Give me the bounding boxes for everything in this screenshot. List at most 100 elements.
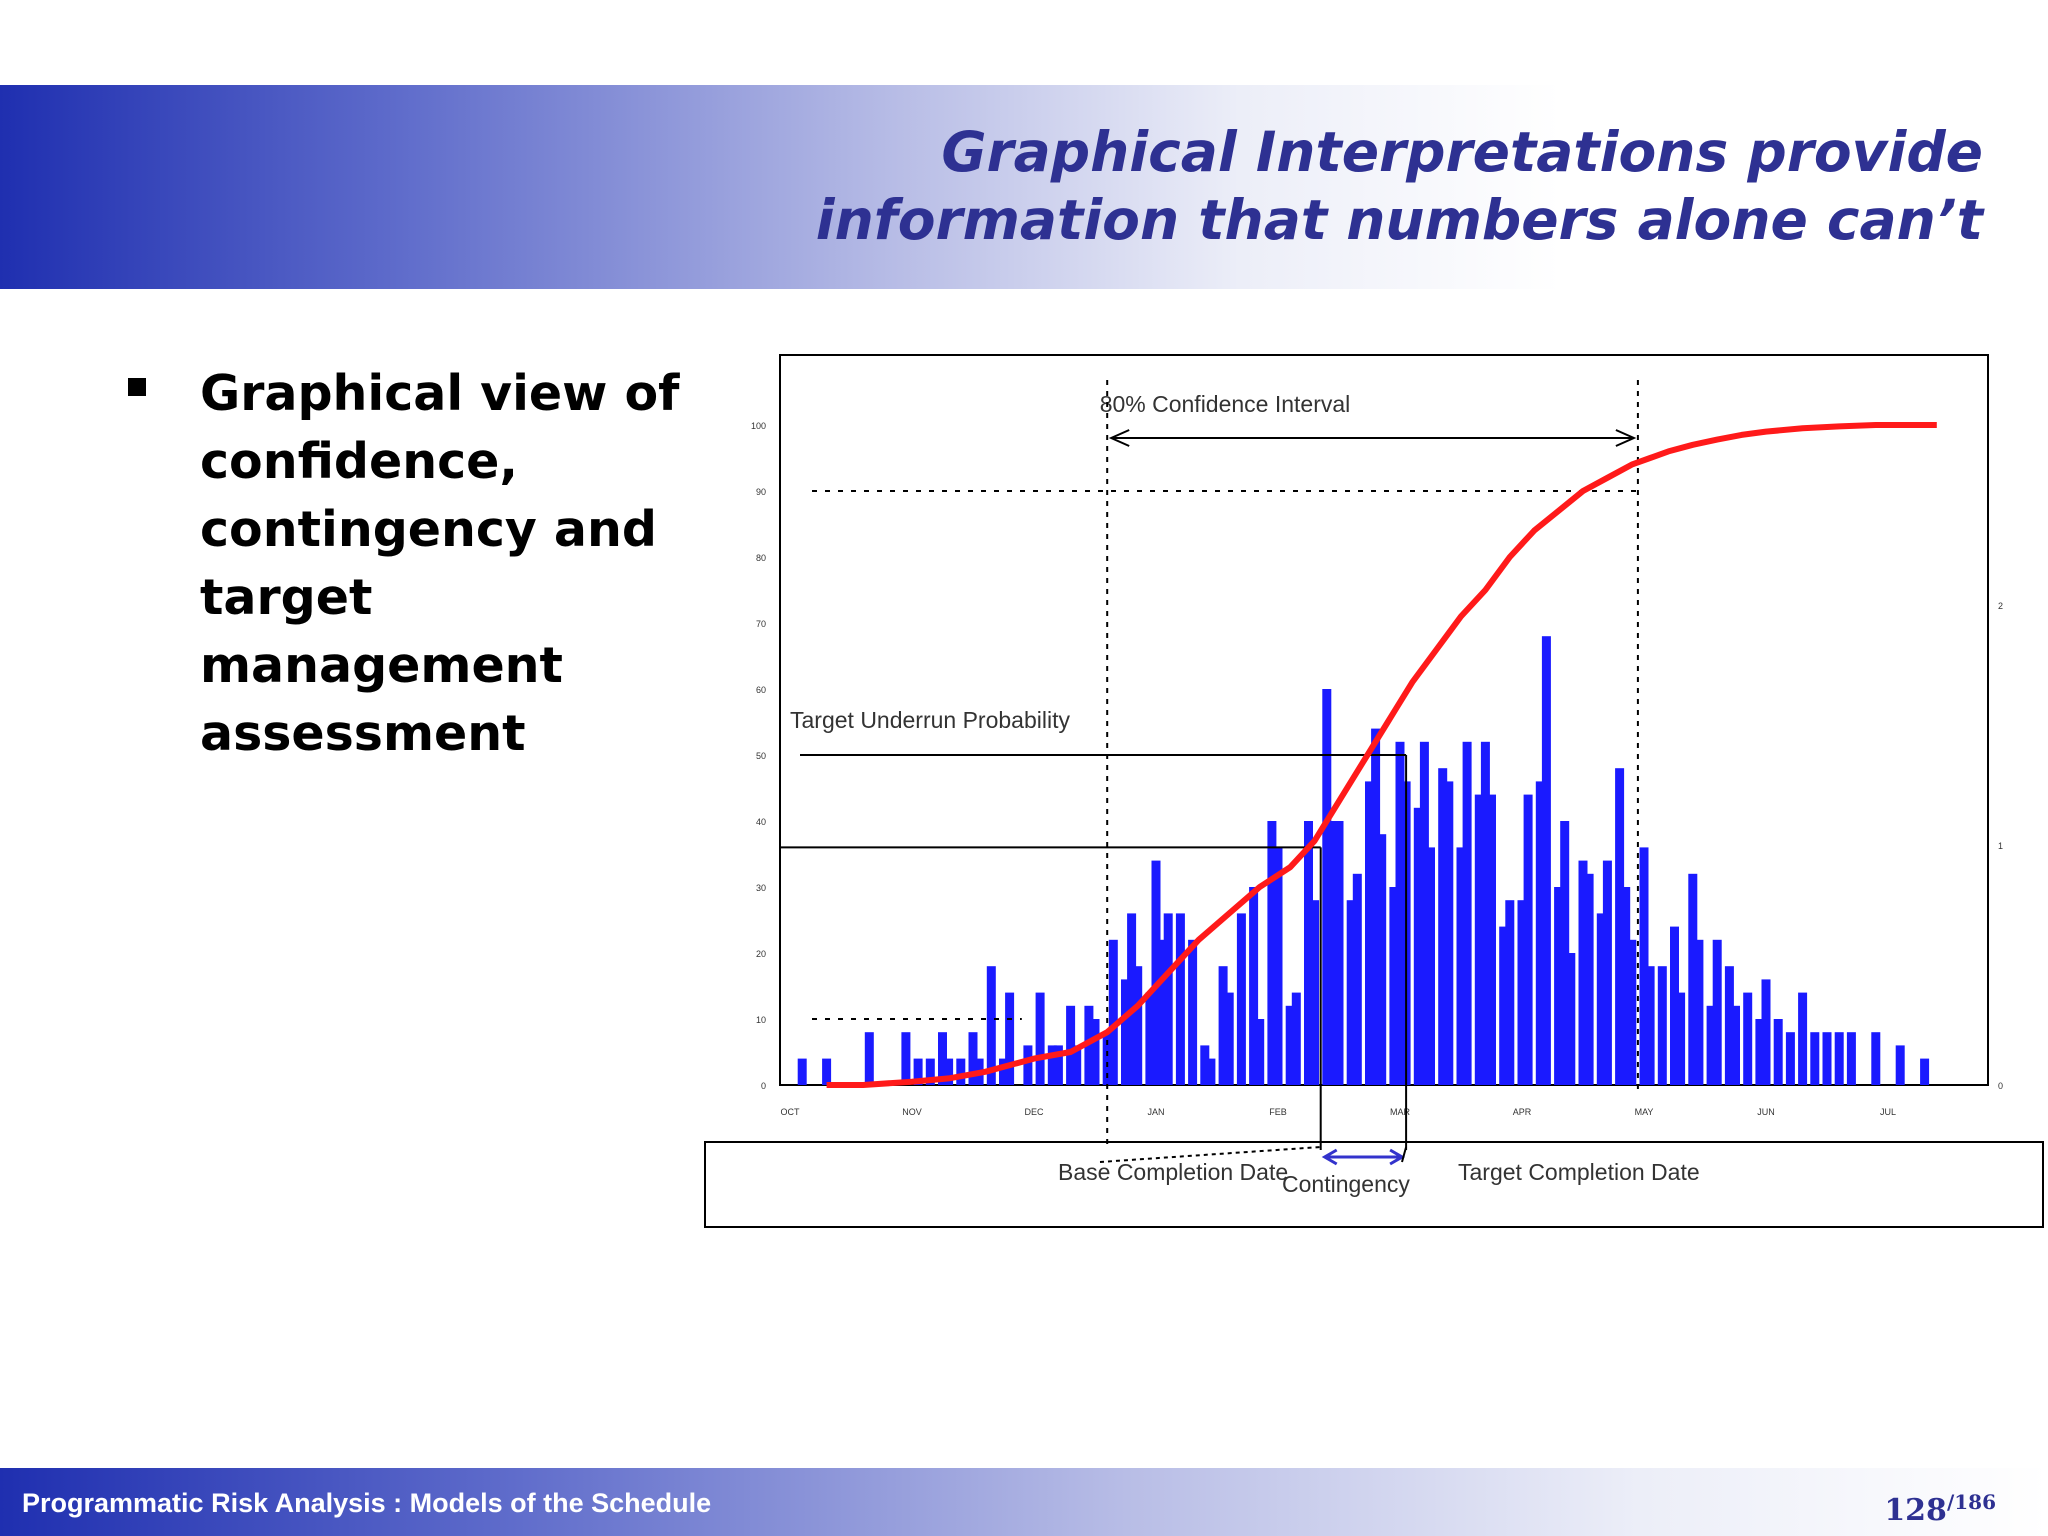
- right-tick-label: 1: [1998, 841, 2003, 851]
- histogram-bar: [864, 1032, 874, 1085]
- histogram-bar: [1352, 873, 1362, 1085]
- histogram-bar: [1218, 966, 1228, 1085]
- contingency-arrow-right-icon: [1389, 1148, 1406, 1166]
- base-leader-line: [1099, 1146, 1321, 1163]
- y-tick-label: 60: [756, 685, 766, 695]
- slide-title: Graphical Interpretations provide inform…: [683, 118, 1983, 254]
- histogram-bar: [1127, 913, 1137, 1085]
- footer-title: Programmatic Risk Analysis : Models of t…: [22, 1488, 712, 1518]
- histogram-bar: [1304, 821, 1313, 1085]
- histogram-bar: [1596, 913, 1606, 1085]
- histogram-bar: [1236, 913, 1246, 1085]
- histogram-bar: [1438, 768, 1448, 1085]
- title-band: [0, 85, 2000, 289]
- histogram-bar: [1846, 1032, 1856, 1085]
- histogram-bar: [1554, 887, 1564, 1085]
- x-tick-label: OCT: [781, 1107, 801, 1117]
- histogram-bar: [1798, 992, 1808, 1085]
- histogram-bar: [1517, 900, 1527, 1085]
- histogram-bar: [1322, 689, 1332, 1085]
- y-tick-label: 50: [756, 751, 766, 761]
- histogram-bar: [944, 1058, 954, 1085]
- histogram-bar: [1291, 992, 1301, 1085]
- histogram-bar: [986, 966, 996, 1085]
- histogram-bar: [1053, 1045, 1063, 1085]
- x-tick-label: FEB: [1269, 1107, 1287, 1117]
- histogram-bar: [1377, 834, 1387, 1085]
- histogram-bar: [968, 1032, 978, 1085]
- y-tick-label: 100: [751, 421, 766, 431]
- histogram-bar: [1499, 926, 1509, 1085]
- histogram-bar: [1334, 821, 1344, 1085]
- histogram-bar: [1694, 939, 1704, 1085]
- histogram-bar: [1645, 966, 1655, 1085]
- y-tick-label: 70: [756, 619, 766, 629]
- histogram-bar: [1273, 847, 1283, 1085]
- histogram-bar: [1639, 847, 1649, 1085]
- y-tick-label: 20: [756, 949, 766, 959]
- histogram-bar: [1505, 900, 1515, 1085]
- histogram-bar: [1871, 1032, 1881, 1085]
- histogram-bar: [1487, 794, 1496, 1085]
- histogram-bar: [1175, 913, 1185, 1085]
- histogram-bar: [1688, 873, 1698, 1085]
- x-tick-label: JUL: [1880, 1107, 1896, 1117]
- bullet-text: Graphical view of confidence, contingenc…: [200, 365, 680, 762]
- histogram-bar: [1188, 939, 1198, 1085]
- histogram-bar: [1023, 1045, 1033, 1085]
- right-tick-label: 2: [1998, 601, 2003, 611]
- y-tick-label: 40: [756, 817, 766, 827]
- histogram-bar: [1072, 1045, 1082, 1085]
- histogram-bar: [925, 1058, 935, 1085]
- base-completion-label: Base Completion Date: [1058, 1159, 1288, 1185]
- histogram-bar: [1474, 794, 1484, 1085]
- histogram-bar: [1090, 1019, 1100, 1085]
- confidence-interval-label: 80% Confidence Interval: [1100, 391, 1351, 417]
- histogram-bar: [1523, 794, 1533, 1085]
- x-tick-label: MAY: [1635, 1107, 1654, 1117]
- histogram-bar: [1444, 781, 1454, 1085]
- x-tick-label: DEC: [1024, 1107, 1044, 1117]
- target-completion-text: Target Completion Date: [1458, 1159, 1700, 1185]
- histogram-bar: [1151, 860, 1161, 1085]
- histogram-bar: [1810, 1032, 1820, 1085]
- histogram-bar: [1328, 821, 1338, 1085]
- histogram-bar: [1108, 939, 1118, 1085]
- histogram-bar: [1621, 887, 1631, 1085]
- contingency-label: Contingency: [1282, 1171, 1410, 1197]
- histogram-bar: [797, 1058, 807, 1085]
- histogram-bar: [1102, 1032, 1112, 1085]
- histogram-bar: [1785, 1032, 1795, 1085]
- histogram-bar: [1822, 1032, 1832, 1085]
- right-tick-label: 0: [1998, 1081, 2003, 1091]
- histogram-bar: [1224, 992, 1234, 1085]
- histogram-bar: [1413, 807, 1423, 1085]
- histogram-bar: [1206, 1058, 1216, 1085]
- underrun-label: Target Underrun Probability: [790, 707, 1070, 733]
- histogram-bar: [1712, 939, 1722, 1085]
- histogram-bar: [1602, 860, 1612, 1085]
- bullet-square-icon: [128, 378, 146, 396]
- histogram-bar: [1267, 821, 1277, 1085]
- histogram-bar: [1670, 926, 1679, 1085]
- y-tick-label: 80: [756, 553, 766, 563]
- histogram-bar: [1005, 992, 1015, 1085]
- histogram-bar: [1047, 1045, 1057, 1085]
- histogram-bar: [1578, 860, 1588, 1085]
- histogram-bar: [1157, 939, 1167, 1085]
- histogram-bar: [1200, 1045, 1210, 1085]
- histogram-bar: [1743, 992, 1753, 1085]
- histogram-bar: [1676, 992, 1686, 1085]
- ci-arrow-left-icon: [1108, 429, 1130, 447]
- histogram-bar: [1145, 992, 1155, 1085]
- histogram-bar: [1657, 966, 1667, 1085]
- page-current: 128: [1884, 1493, 1947, 1528]
- histogram-bar: [1724, 966, 1734, 1085]
- histogram-bar: [1895, 1045, 1905, 1085]
- histogram-bar: [1365, 781, 1374, 1085]
- y-tick-label: 0: [761, 1081, 766, 1091]
- histogram-bar: [1133, 966, 1143, 1085]
- histogram-bar: [913, 1058, 923, 1085]
- histogram-bar: [1920, 1058, 1930, 1085]
- histogram-bar: [1834, 1032, 1844, 1085]
